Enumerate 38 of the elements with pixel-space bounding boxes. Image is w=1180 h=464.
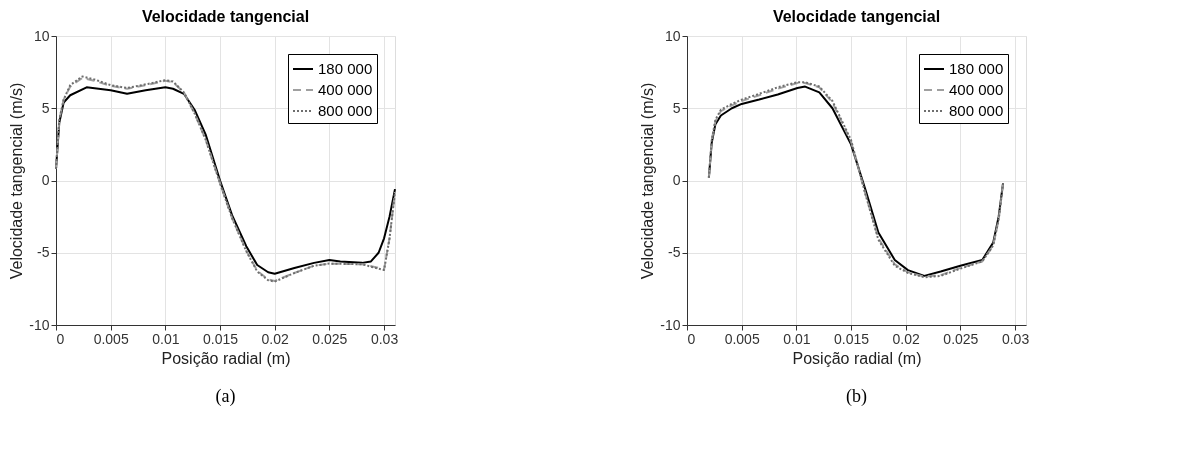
legend-label: 180 000 <box>949 60 1004 77</box>
y-tick-label: 0 <box>41 172 50 188</box>
chart-title: Velocidade tangencial <box>141 8 310 25</box>
chart-title: Velocidade tangencial <box>772 8 941 25</box>
y-tick-label: -10 <box>660 316 681 333</box>
y-axis-title: Velocidade tangencial (m/s) <box>8 82 26 280</box>
x-tick-label: 0.01 <box>783 330 811 347</box>
y-tick-label: 5 <box>672 99 681 116</box>
x-tick-label: 0.015 <box>203 330 239 347</box>
y-tick-label: 5 <box>41 99 50 116</box>
y-tick-label: 10 <box>664 27 681 44</box>
x-tick-label: 0.025 <box>943 330 979 347</box>
x-tick-label: 0.02 <box>261 330 290 347</box>
x-tick-label: 0.005 <box>93 330 129 347</box>
y-tick-label: -5 <box>668 244 681 261</box>
y-tick-label: -10 <box>29 316 50 333</box>
text: (a) <box>215 386 236 407</box>
x-tick-label: 0.015 <box>834 330 870 347</box>
x-tick-label: 0.025 <box>312 330 348 347</box>
x-tick-label: 0.03 <box>370 330 399 347</box>
x-tick-label: 0.01 <box>152 330 180 347</box>
x-tick-label: 0.03 <box>1001 330 1030 347</box>
x-tick-label: 0 <box>56 330 65 347</box>
legend-label: 400 000 <box>318 81 373 98</box>
y-axis-title: Velocidade tangencial (m/s) <box>639 82 657 280</box>
legend-label: 800 000 <box>318 102 373 119</box>
y-tick-label: -5 <box>37 244 50 261</box>
x-tick-label: 0 <box>687 330 696 347</box>
x-tick-label: 0.005 <box>724 330 760 347</box>
legend-label: 180 000 <box>318 60 373 77</box>
legend-label: 800 000 <box>949 102 1004 119</box>
y-tick-label: 10 <box>33 27 50 44</box>
x-axis-title: Posição radial (m) <box>792 349 922 367</box>
text: (b) <box>846 386 867 407</box>
y-tick-label: 0 <box>672 172 681 188</box>
legend-label: 400 000 <box>949 81 1004 98</box>
x-axis-title: Posição radial (m) <box>161 349 291 367</box>
x-tick-label: 0.02 <box>892 330 921 347</box>
